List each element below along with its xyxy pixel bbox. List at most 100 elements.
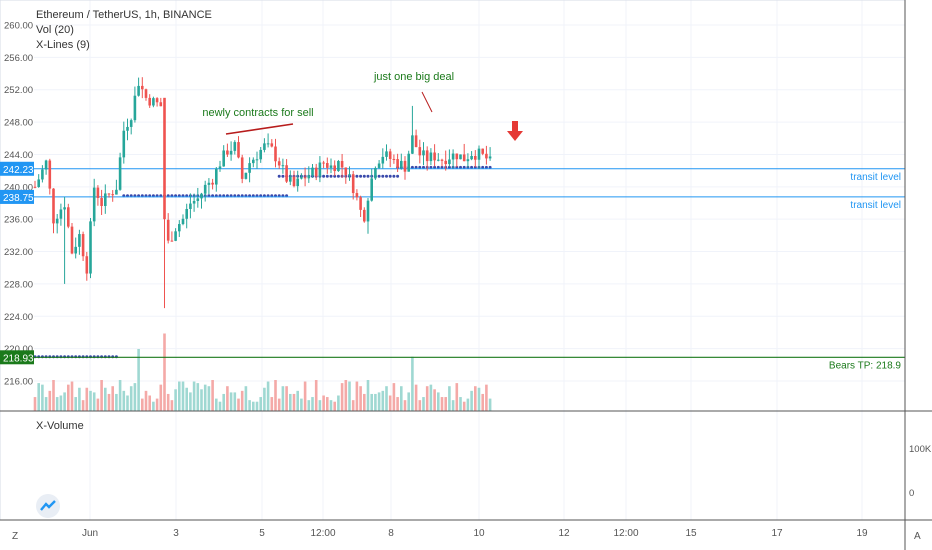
candle-body: [207, 182, 211, 185]
corner-right-label[interactable]: A: [914, 531, 921, 542]
annotation-pointer: [421, 91, 433, 113]
volume-bar: [192, 381, 196, 411]
x-tick-label: 5: [259, 528, 265, 539]
annotation-trendline: [225, 123, 294, 135]
volume-bar: [133, 383, 137, 411]
candle-body: [192, 200, 196, 204]
candle-body: [274, 146, 277, 162]
candle-body: [270, 143, 274, 147]
x-line-marker: [333, 174, 337, 178]
candle-body: [178, 224, 181, 232]
volume-bar: [459, 397, 462, 411]
volume-bar: [388, 395, 392, 411]
volume-bar: [33, 397, 37, 411]
volume-bar: [59, 395, 63, 411]
price-label: 242.23: [3, 165, 34, 176]
volume-bar: [400, 386, 403, 411]
candle-body: [185, 208, 188, 219]
candle-body: [455, 153, 459, 160]
volume-bar: [411, 356, 414, 411]
price-label-bg: [0, 350, 34, 365]
x-tick-label: 3: [173, 528, 179, 539]
volume-bar: [159, 384, 163, 411]
candle-body: [292, 176, 296, 187]
candle-body: [370, 178, 373, 201]
candle-body: [203, 184, 207, 194]
candle-body: [211, 182, 214, 185]
volume-bar: [226, 386, 229, 411]
candle-body: [222, 150, 225, 167]
candle-body: [41, 169, 44, 180]
x-tick-label: 12:00: [613, 528, 638, 539]
x-tick-label: Jun: [82, 528, 98, 539]
candle-body: [89, 221, 92, 274]
price-label: 238.75: [3, 193, 34, 204]
volume-bar: [178, 381, 181, 411]
volume-bar: [344, 380, 348, 411]
candle-body: [148, 97, 151, 106]
candle-body: [300, 177, 303, 179]
volume-bar: [366, 380, 370, 411]
candle-body: [104, 193, 107, 206]
candle-body: [189, 203, 192, 209]
volume-bar: [144, 390, 148, 411]
volume-bar: [48, 390, 52, 411]
candle-body: [248, 163, 251, 173]
volume-bar: [55, 397, 59, 411]
candle-body: [163, 97, 166, 220]
volume-bar: [115, 393, 118, 411]
volume-bar: [111, 386, 114, 411]
x-tick-label: 12: [558, 528, 570, 539]
corner-left-label[interactable]: Z: [12, 531, 19, 542]
indicator-xlines[interactable]: X-Lines (9): [36, 39, 90, 51]
x-tick-label: 12:00: [310, 528, 335, 539]
indicator-vol[interactable]: Vol (20): [36, 24, 74, 36]
volume-bar: [37, 383, 40, 411]
symbol-title: Ethereum / TetherUS, 1h, BINANCE: [36, 9, 212, 21]
volume-bar: [218, 401, 222, 411]
volume-bar: [259, 397, 262, 411]
candle-body: [63, 207, 66, 210]
volume-bar: [396, 397, 399, 411]
volume-bar: [318, 400, 322, 411]
candle-body: [133, 95, 137, 121]
x-line-marker: [388, 174, 392, 178]
volume-bar: [351, 400, 355, 411]
indicator-pane-title[interactable]: X-Volume: [36, 420, 84, 432]
x-line-marker: [325, 174, 329, 178]
candle-body: [81, 234, 85, 257]
candle-body: [74, 246, 77, 254]
candle-body: [240, 157, 244, 179]
x-tick-label: 19: [856, 528, 868, 539]
volume-bar: [285, 386, 288, 411]
volume-bar: [329, 400, 333, 411]
candle-body: [129, 120, 133, 127]
candle-body: [448, 159, 451, 165]
y-tick-label: 216.00: [4, 377, 33, 388]
candle-body: [229, 150, 233, 155]
x-line-marker: [433, 165, 437, 169]
volume-bar: [322, 395, 325, 411]
volume-bar: [78, 387, 81, 411]
x-tick-label: 15: [685, 528, 697, 539]
x-line-marker: [459, 165, 462, 169]
candle-body: [33, 186, 37, 188]
volume-bar: [203, 384, 207, 411]
volume-bar: [455, 383, 459, 411]
volume-bar: [407, 392, 410, 411]
volume-bar: [355, 381, 359, 411]
volume-bar: [189, 392, 192, 411]
volume-bar: [163, 333, 166, 411]
volume-bar: [300, 398, 303, 411]
volume-bar: [70, 381, 74, 411]
volume-bar: [314, 380, 318, 411]
candle-body: [122, 130, 126, 158]
candle-body: [433, 152, 436, 161]
volume-bar: [296, 390, 299, 411]
volume-bar: [229, 392, 233, 411]
candle-body: [159, 102, 163, 107]
y-tick-label: 260.00: [4, 21, 33, 32]
volume-bar: [166, 393, 170, 411]
y-tick-label: 228.00: [4, 279, 33, 290]
x-line-marker: [410, 165, 414, 169]
